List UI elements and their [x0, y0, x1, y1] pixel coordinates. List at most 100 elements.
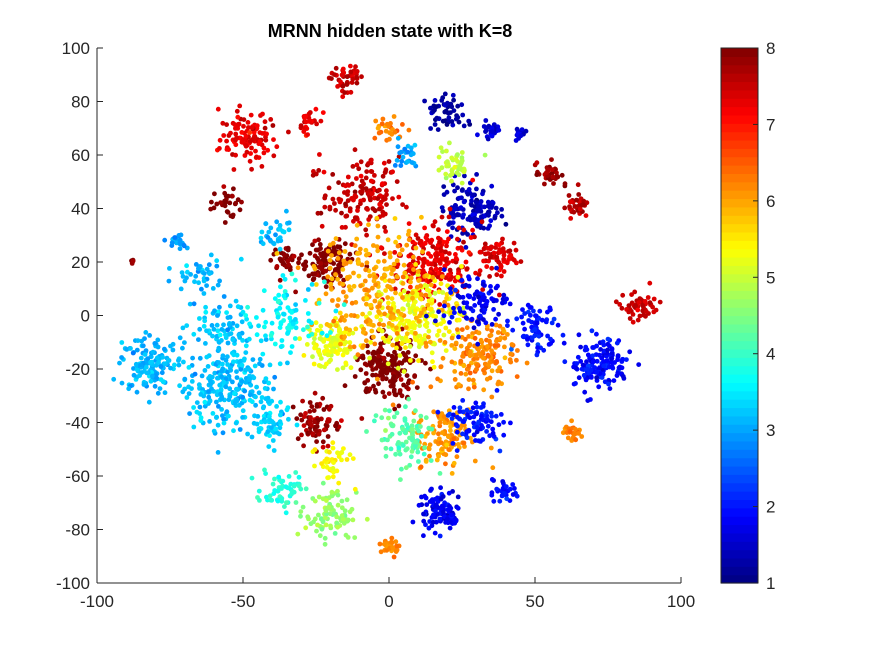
- scatter-point: [293, 500, 299, 505]
- scatter-point: [372, 135, 378, 141]
- scatter-point: [170, 347, 176, 353]
- scatter-point: [326, 185, 332, 191]
- scatter-point: [408, 284, 413, 290]
- scatter-point: [329, 276, 335, 282]
- scatter-point: [560, 430, 566, 436]
- scatter-point: [291, 253, 297, 259]
- scatter-point: [384, 192, 389, 198]
- scatter-point: [571, 364, 576, 370]
- scatter-point: [346, 331, 352, 337]
- scatter-point: [351, 283, 357, 289]
- scatter-point: [567, 204, 572, 210]
- scatter-point: [184, 263, 190, 269]
- scatter-point: [381, 258, 387, 264]
- colorbar-segment: [721, 148, 758, 158]
- scatter-point: [486, 353, 491, 359]
- scatter-point: [296, 260, 301, 266]
- scatter-point: [398, 477, 403, 482]
- scatter-point: [299, 252, 304, 258]
- scatter-point: [457, 306, 462, 311]
- scatter-point: [374, 314, 380, 320]
- scatter-point: [452, 346, 458, 351]
- scatter-point: [262, 467, 267, 473]
- colorbar-segment: [721, 64, 758, 74]
- scatter-point: [254, 384, 259, 390]
- scatter-point: [180, 274, 186, 279]
- scatter-point: [522, 311, 528, 316]
- scatter-point: [447, 220, 453, 226]
- scatter-point: [249, 434, 255, 440]
- scatter-point: [347, 452, 353, 458]
- scatter-point: [334, 521, 340, 526]
- scatter-point: [501, 292, 507, 298]
- scatter-point: [211, 326, 217, 332]
- scatter-point: [500, 236, 505, 242]
- scatter-point: [323, 284, 329, 290]
- scatter-point: [243, 143, 249, 149]
- scatter-point: [456, 225, 462, 231]
- scatter-point: [579, 434, 585, 439]
- scatter-point: [311, 361, 317, 367]
- scatter-point: [451, 405, 457, 410]
- scatter-point: [286, 262, 292, 268]
- scatter-point: [531, 308, 536, 314]
- scatter-point: [496, 311, 501, 317]
- scatter-point: [329, 253, 334, 258]
- scatter-point: [325, 248, 331, 254]
- scatter-point: [490, 465, 496, 471]
- scatter-point: [313, 106, 319, 112]
- x-tick-label: 100: [667, 592, 695, 611]
- scatter-point: [240, 394, 246, 400]
- scatter-point: [468, 217, 473, 223]
- scatter-point: [620, 374, 626, 379]
- scatter-point: [433, 508, 438, 514]
- scatter-point: [320, 480, 326, 486]
- scatter-point: [472, 215, 478, 221]
- x-tick-label: -50: [231, 592, 256, 611]
- scatter-point: [446, 507, 452, 513]
- scatter-point: [590, 353, 596, 359]
- scatter-point: [397, 251, 403, 257]
- scatter-point: [431, 223, 436, 229]
- scatter-point: [340, 267, 346, 272]
- scatter-point: [482, 204, 487, 210]
- scatter-point: [444, 292, 450, 297]
- scatter-point: [431, 512, 436, 518]
- scatter-point: [221, 322, 226, 328]
- scatter-point: [449, 314, 455, 320]
- scatter-point: [459, 102, 465, 108]
- scatter-point: [270, 481, 276, 487]
- scatter-point: [134, 367, 140, 372]
- scatter-point: [392, 163, 398, 168]
- scatter-point: [416, 502, 422, 508]
- scatter-point: [404, 242, 410, 248]
- scatter-point: [549, 167, 555, 173]
- scatter-point: [443, 520, 448, 525]
- scatter-point: [272, 374, 278, 380]
- scatter-point: [439, 307, 445, 313]
- scatter-point: [265, 399, 271, 405]
- scatter-point: [416, 278, 422, 283]
- scatter-point: [298, 513, 303, 519]
- colorbar-segment: [721, 399, 758, 409]
- scatter-point: [277, 361, 283, 367]
- scatter-point: [360, 185, 365, 191]
- scatter-point: [212, 308, 217, 314]
- scatter-point: [454, 448, 460, 453]
- scatter-point: [246, 367, 252, 372]
- scatter-point: [465, 232, 470, 237]
- scatter-point: [413, 232, 419, 238]
- scatter-point: [508, 359, 514, 365]
- scatter-point: [441, 313, 447, 319]
- scatter-point: [342, 334, 347, 340]
- scatter-point: [242, 356, 247, 362]
- scatter-point: [206, 394, 212, 400]
- scatter-point: [191, 424, 197, 430]
- scatter-point: [477, 249, 483, 255]
- colorbar-segment: [721, 340, 758, 350]
- scatter-point: [354, 176, 359, 181]
- scatter-point: [301, 327, 306, 333]
- scatter-point: [443, 348, 449, 353]
- scatter-point: [182, 278, 188, 284]
- scatter-point: [449, 416, 455, 421]
